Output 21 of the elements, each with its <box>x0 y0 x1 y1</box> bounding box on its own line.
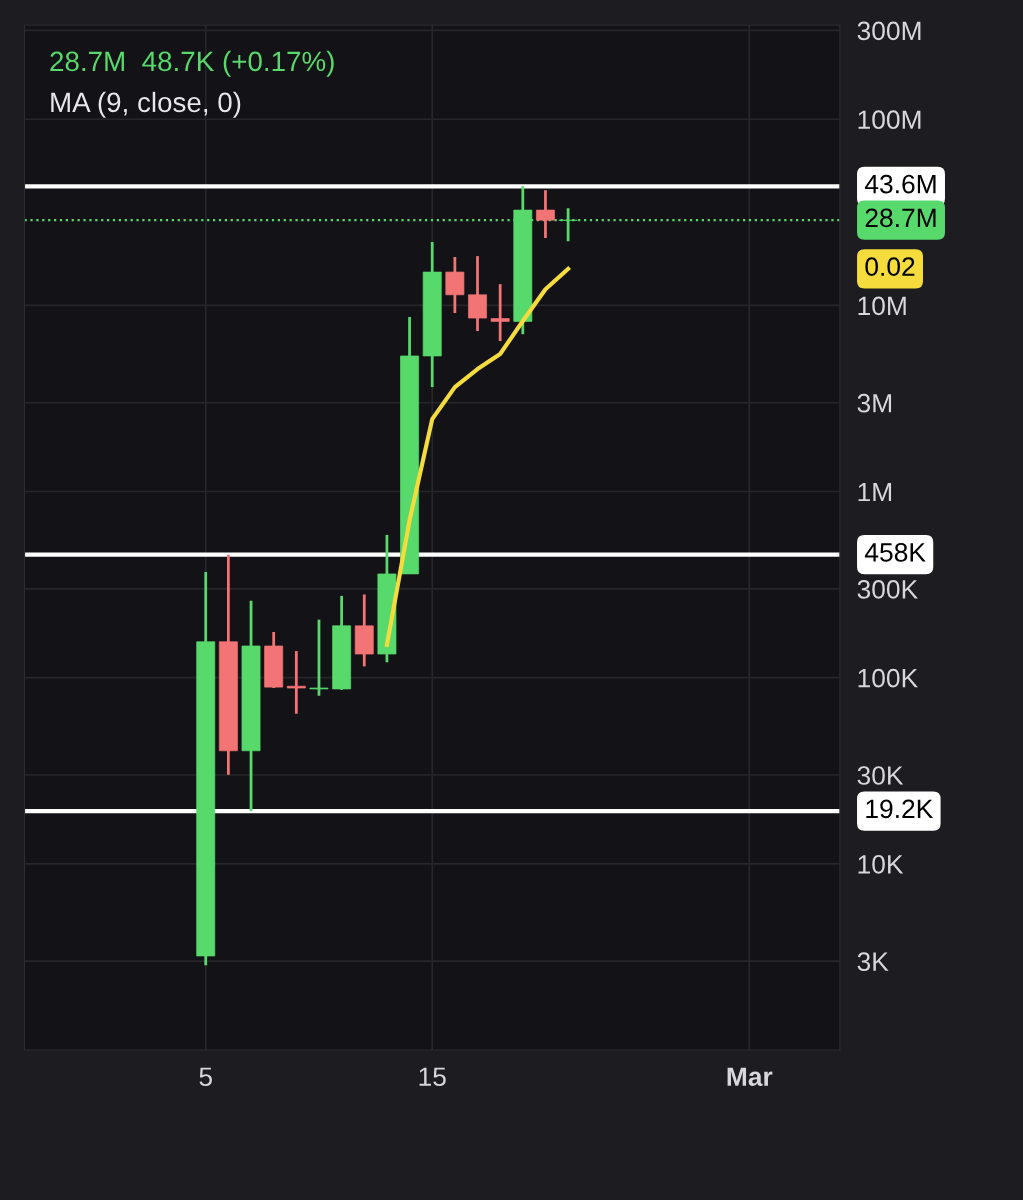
y-tick-label: 3M <box>857 393 892 413</box>
y-tick-label: 300M <box>857 21 921 41</box>
x-tick-label: 5 <box>199 1067 212 1087</box>
text: MA (9, close, 0) <box>51 91 241 118</box>
x-tick-label: Mar <box>727 1067 773 1087</box>
ref-line-label: 458K <box>864 543 926 562</box>
y-tick-label: 1M <box>858 482 892 502</box>
text: 28.7M 48.7K (+0.17%) <box>50 50 334 77</box>
y-tick-label: 100M <box>858 110 921 130</box>
y-tick-label: 100K <box>858 668 918 688</box>
y-tick-label: 10M <box>858 296 906 316</box>
text: 0.02 <box>865 257 915 276</box>
ref-line-label: 28.7M <box>865 208 936 228</box>
y-tick-label: 30K <box>857 766 904 785</box>
y-tick-label: 10K <box>858 854 904 874</box>
ref-line-label: 43.6M <box>864 174 936 194</box>
y-tick-label: 300K <box>857 580 918 599</box>
x-tick-label: 15 <box>419 1067 446 1087</box>
line-series <box>384 266 571 647</box>
ref-line-label: 19.2K <box>866 799 934 819</box>
y-tick-label: 3K <box>857 952 889 971</box>
